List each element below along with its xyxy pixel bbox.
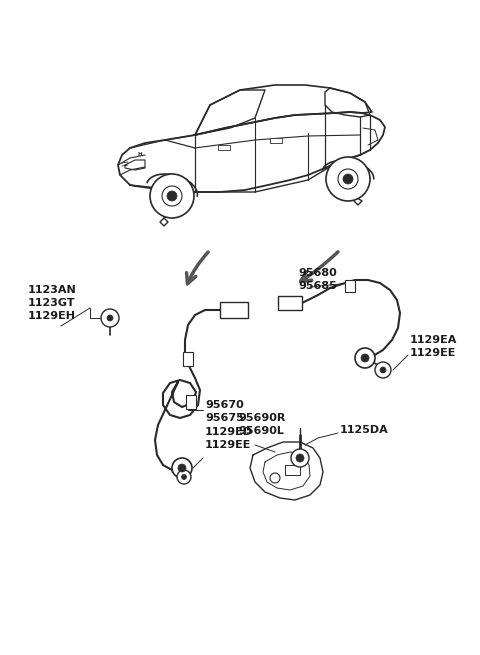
Text: 1123GT: 1123GT	[28, 298, 75, 308]
Circle shape	[150, 174, 194, 218]
Text: 1125DA: 1125DA	[340, 425, 389, 435]
Circle shape	[178, 464, 186, 472]
Circle shape	[355, 348, 375, 368]
Circle shape	[375, 362, 391, 378]
Circle shape	[380, 367, 386, 373]
Circle shape	[172, 458, 192, 478]
Bar	[345, 280, 355, 292]
Text: 1129EE: 1129EE	[205, 440, 252, 450]
Circle shape	[177, 470, 191, 484]
Text: 1129ED: 1129ED	[205, 427, 253, 437]
Circle shape	[162, 186, 182, 206]
Bar	[270, 138, 282, 143]
Text: 1129EE: 1129EE	[410, 348, 456, 358]
Bar	[278, 296, 302, 310]
Text: 1129EH: 1129EH	[28, 311, 76, 321]
Circle shape	[101, 309, 119, 327]
Circle shape	[326, 157, 370, 201]
Circle shape	[181, 474, 187, 479]
Circle shape	[270, 473, 280, 483]
Bar	[218, 145, 230, 150]
Circle shape	[361, 354, 369, 362]
Text: 1123AN: 1123AN	[28, 285, 77, 295]
Bar	[186, 395, 196, 409]
Circle shape	[296, 454, 304, 462]
Text: 95690L: 95690L	[238, 426, 284, 436]
Circle shape	[291, 449, 309, 467]
Text: H: H	[138, 153, 142, 157]
Circle shape	[167, 191, 177, 201]
Circle shape	[107, 315, 113, 321]
Text: 95680: 95680	[298, 268, 337, 278]
Text: 95690R: 95690R	[238, 413, 286, 423]
Bar	[220, 302, 248, 318]
Text: 1129EA: 1129EA	[410, 335, 457, 345]
Text: 95670: 95670	[205, 400, 244, 410]
Circle shape	[343, 174, 353, 184]
Bar	[183, 352, 193, 366]
Text: 95675: 95675	[205, 413, 244, 423]
Text: 95685: 95685	[298, 281, 337, 291]
Circle shape	[338, 169, 358, 189]
